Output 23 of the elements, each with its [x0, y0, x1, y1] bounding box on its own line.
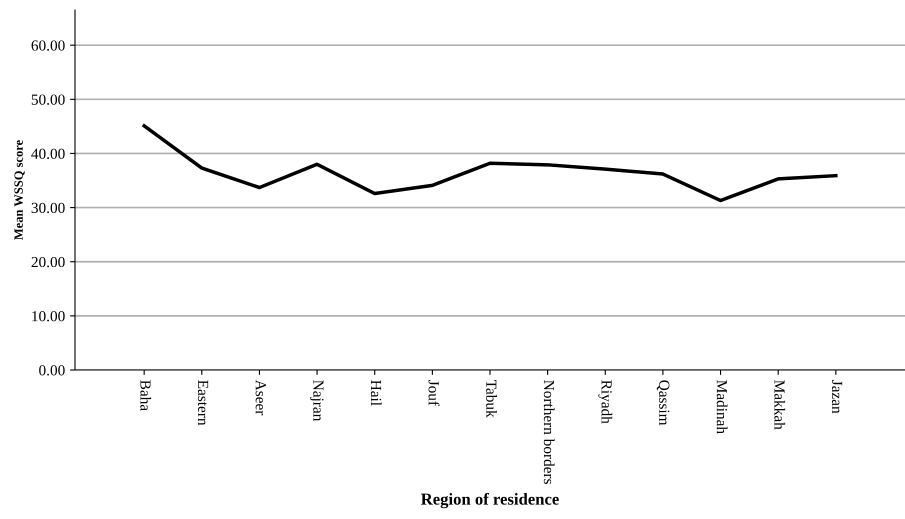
x-tick-label: Makkah [774, 380, 786, 430]
x-tick-label: Northern borders [544, 380, 555, 484]
x-tick-label: Jouf [428, 380, 440, 406]
y-tick-label: 40.00 [31, 148, 65, 159]
x-tick-label: Hail [370, 380, 382, 406]
x-tick-label: Tabuk [486, 380, 497, 418]
y-tick-label: 60.00 [32, 40, 65, 51]
x-axis-title: Region of residence [421, 492, 559, 508]
line-series [142, 124, 838, 202]
x-tick-label: Najran [310, 380, 324, 422]
x-tick-label: Jazan [832, 380, 842, 414]
x-tick-label: Riyadh [598, 380, 612, 424]
y-tick-label: 30.00 [32, 202, 65, 214]
y-axis-title: Mean WSSQ score [14, 140, 25, 240]
x-tick-label: Madinah [716, 380, 728, 434]
x-tick-label: Qassim [656, 380, 670, 426]
y-tick-label: 0.00 [39, 365, 65, 376]
y-tick-label: 20.00 [32, 256, 65, 268]
y-tick-label: 10.00 [32, 311, 65, 322]
x-tick-label: Aseer [256, 380, 266, 416]
y-tick-label: 50.00 [32, 94, 65, 105]
x-tick-label: Baha [140, 380, 152, 411]
x-tick-label: Eastern [198, 380, 208, 426]
